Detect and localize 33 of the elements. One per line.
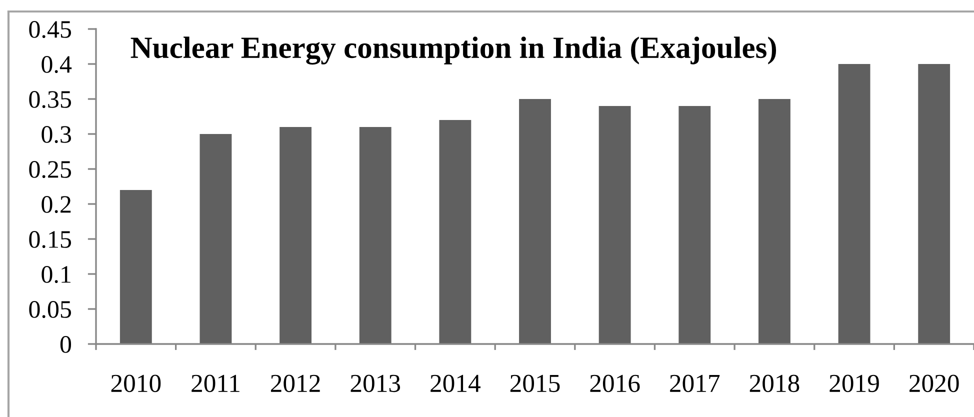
bar — [200, 134, 232, 344]
bar — [598, 106, 631, 344]
y-tick-label: 0.45 — [29, 21, 71, 38]
bar — [918, 64, 950, 344]
y-tick-label: 0 — [60, 336, 72, 353]
y-tick-label: 0.05 — [29, 301, 71, 318]
bar — [519, 99, 551, 344]
bar — [120, 190, 152, 344]
x-tick-label: 2019 — [830, 374, 879, 392]
y-tick-label: 0.4 — [42, 56, 72, 74]
bar — [359, 127, 392, 344]
x-tick-label: 2014 — [430, 374, 480, 392]
chart-title: Nuclear Energy consumption in India (Exajoules) — [130, 36, 776, 65]
bar — [439, 120, 472, 344]
bar — [280, 127, 312, 344]
y-tick-label: 0.3 — [42, 126, 71, 144]
x-tick-label: 2016 — [590, 374, 640, 392]
x-tick-label: 2013 — [350, 374, 400, 392]
y-tick-label: 0.15 — [29, 231, 71, 248]
x-tick-label: 2018 — [750, 374, 800, 392]
x-tick-label: 2017 — [670, 374, 720, 392]
bar — [838, 64, 870, 344]
y-tick-label: 0.25 — [29, 161, 71, 178]
y-tick-label: 0.1 — [42, 266, 70, 284]
y-tick-label: 0.35 — [29, 91, 71, 108]
bar — [678, 106, 711, 344]
x-tick-label: 2020 — [910, 374, 959, 392]
x-tick-label: 2010 — [111, 374, 161, 392]
x-tick-label: 2011 — [192, 374, 240, 392]
y-tick-label: 0.2 — [42, 196, 71, 214]
bar — [758, 99, 790, 344]
x-tick-label: 2015 — [510, 374, 560, 392]
x-tick-label: 2012 — [270, 374, 320, 392]
